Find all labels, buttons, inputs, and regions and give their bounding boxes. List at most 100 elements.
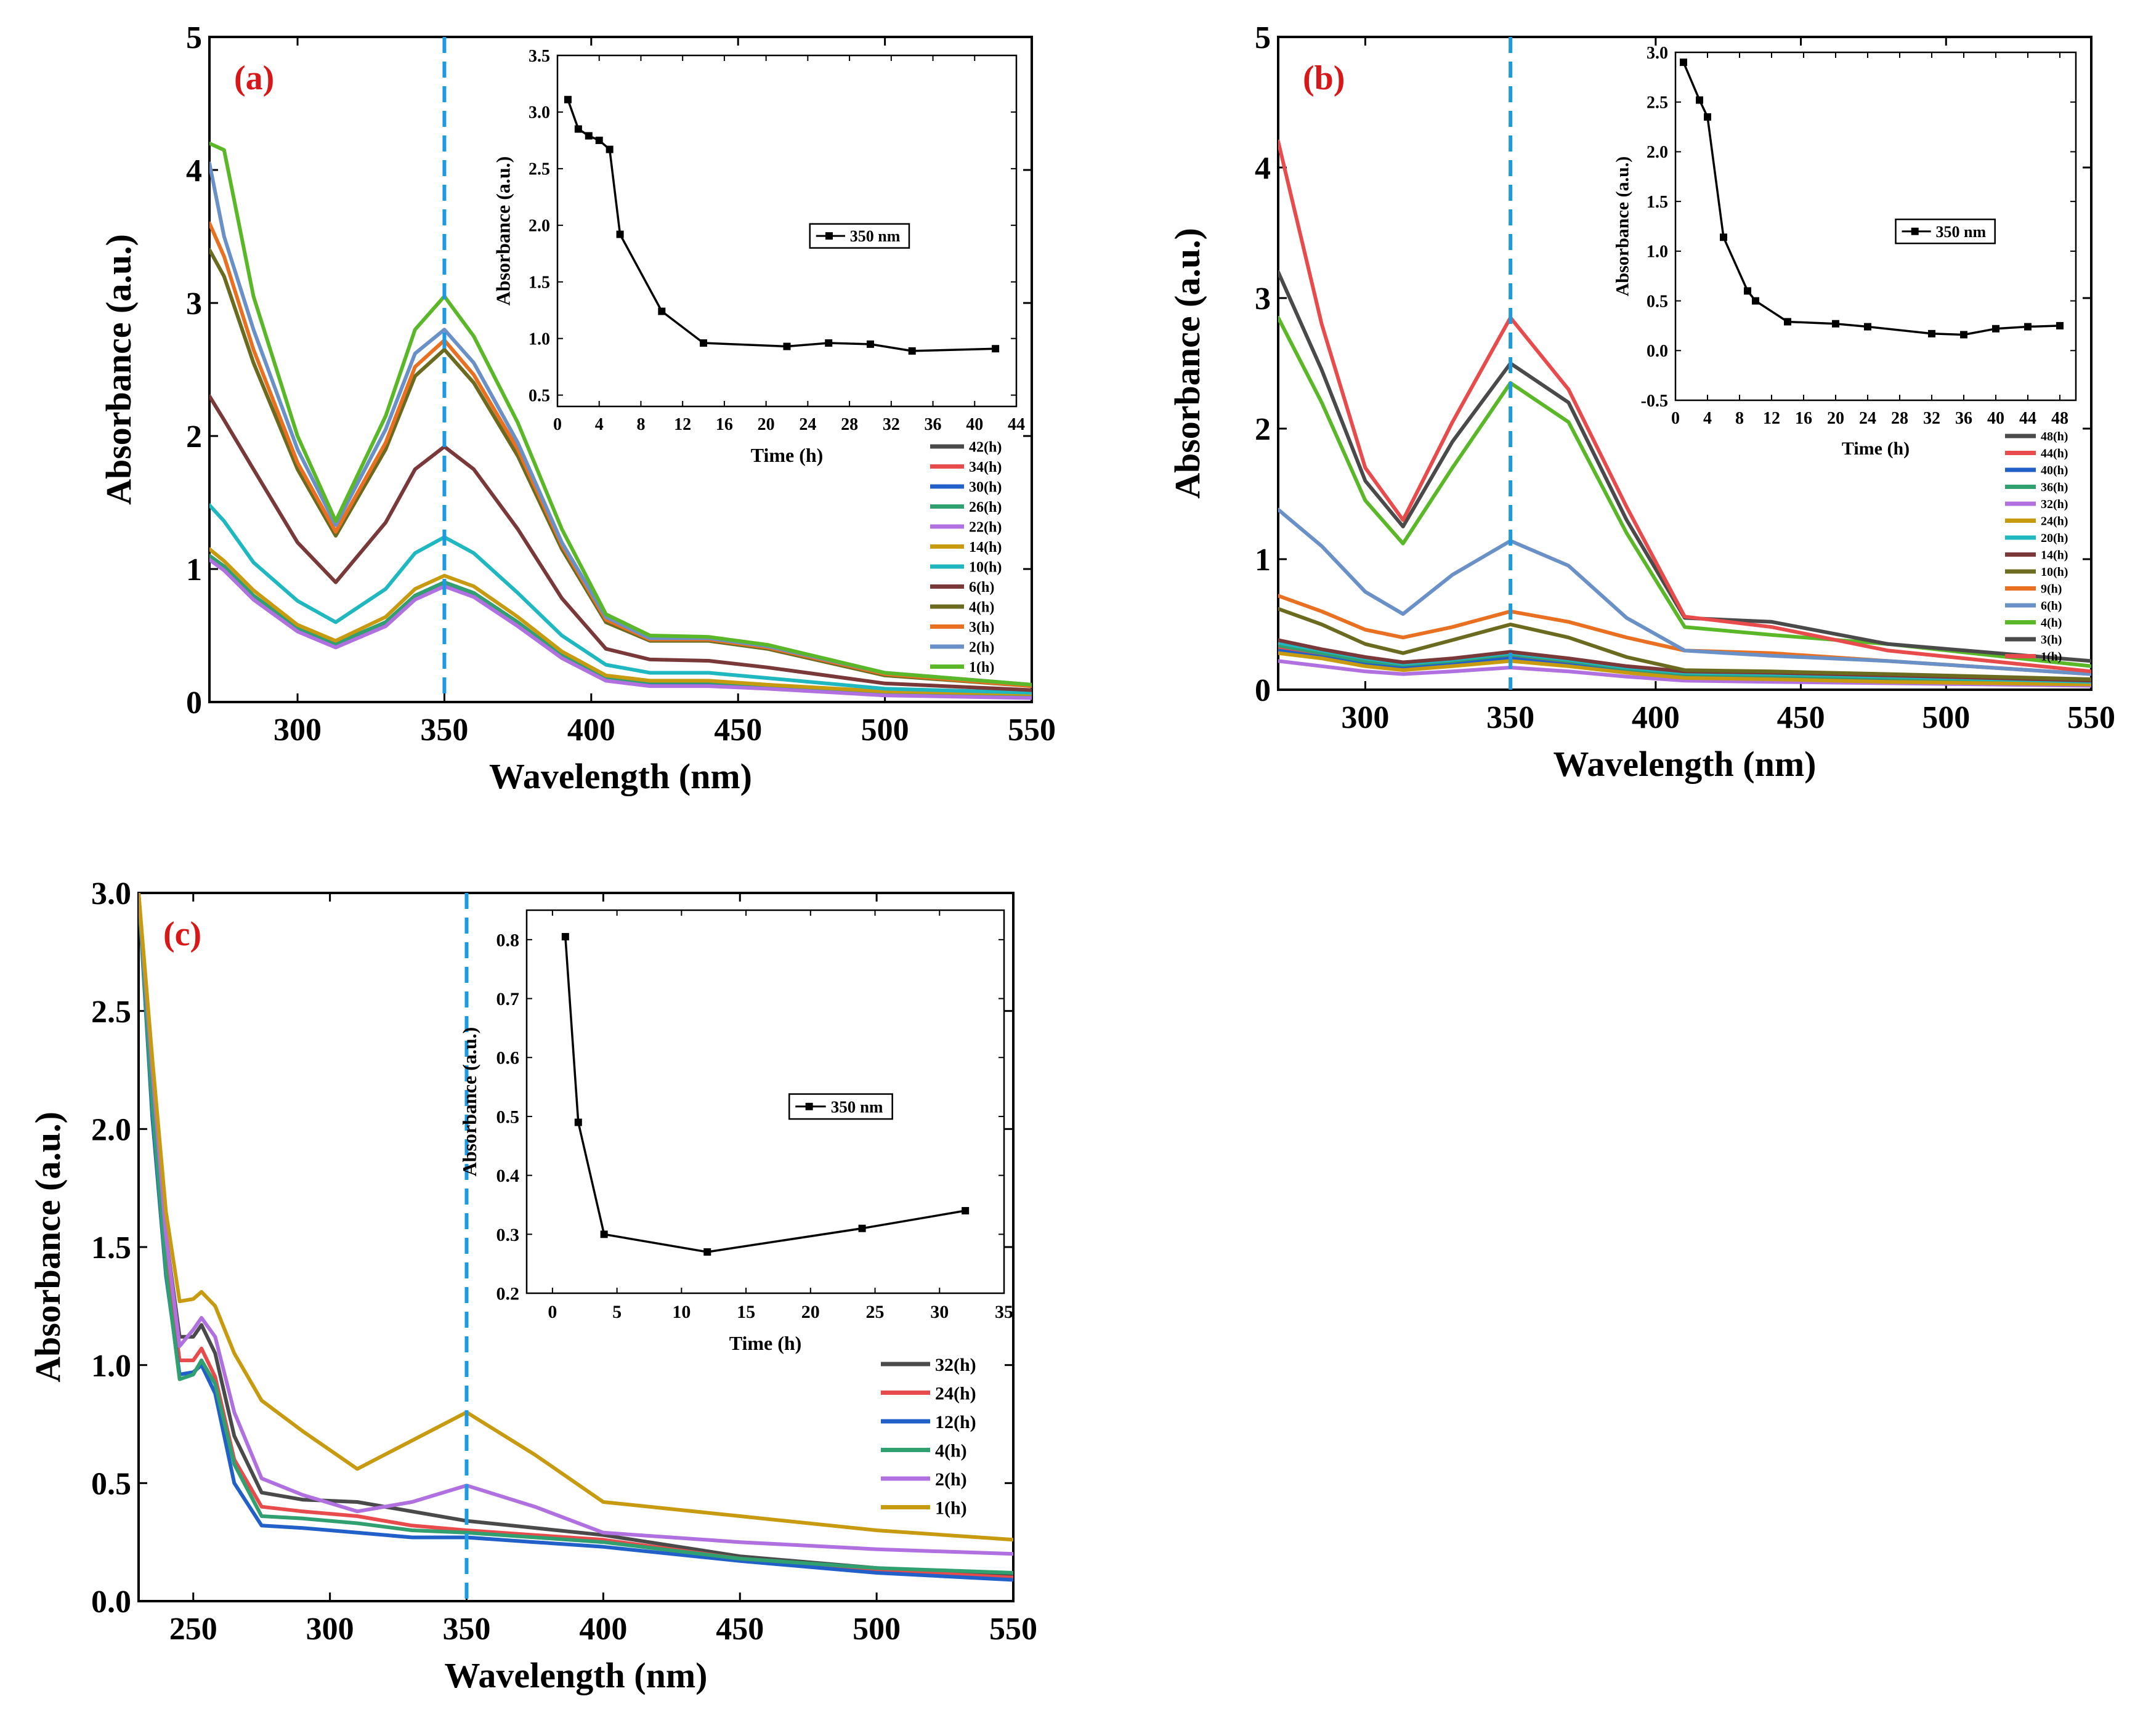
panel-a-ytick-label: 3	[186, 286, 202, 321]
panel-b-inset-point	[2056, 321, 2064, 329]
panel-b-xtick-label: 550	[2067, 700, 2115, 735]
panel-a-legend-label: 26(h)	[969, 499, 1002, 515]
panel-b-inset-xtick-label: 12	[1763, 409, 1780, 428]
panel-c-legend-label: 1(h)	[935, 1498, 967, 1518]
panel-a-inset-xtick-label: 24	[799, 415, 816, 434]
panel-c-inset-point	[962, 1207, 970, 1215]
panel-c-inset-xtick-label: 5	[612, 1302, 622, 1322]
panel-a-xtick-label: 550	[1008, 713, 1056, 748]
panel-a-inset-ytick-label: 2.5	[529, 160, 550, 179]
panel-b-ytick-label: 5	[1255, 20, 1271, 55]
panel-a-inset-point	[595, 136, 603, 144]
panel-b-inset-xtick-label: 20	[1827, 409, 1844, 428]
panel-a-label: (a)	[234, 59, 274, 97]
panel-b-inset-xtick-label: 24	[1859, 409, 1876, 428]
panel-a-ytick-label: 2	[186, 419, 202, 454]
panel-a-inset-xtick-label: 40	[966, 415, 983, 434]
panel-a-legend-label: 2(h)	[969, 640, 994, 656]
panel-c-inset-point	[574, 1118, 582, 1126]
panel-a-inset-xlabel: Time (h)	[751, 444, 824, 466]
panel-b-inset-xtick-label: 4	[1703, 409, 1712, 428]
panel-b-inset-point	[1864, 323, 1871, 331]
panel-c-ytick-label: 0.5	[91, 1467, 131, 1502]
panel-c-inset-xtick-label: 15	[737, 1302, 755, 1322]
panel-b-inset-xtick-label: 48	[2051, 409, 2068, 428]
panel-b-xtick-label: 300	[1341, 700, 1389, 735]
panel-a-inset-point	[658, 307, 666, 315]
panel-c-legend-label: 24(h)	[935, 1383, 976, 1403]
panel-b-inset-point	[1680, 59, 1687, 67]
panel-c-inset-ytick-label: 0.8	[496, 930, 520, 950]
panel-a-inset-point	[992, 345, 1000, 353]
panel-b-inset-point	[1752, 297, 1759, 305]
panel-a-series-1h	[209, 141, 1032, 687]
panel-a-inset-point	[585, 132, 593, 140]
panel-c-inset-ytick-label: 0.5	[496, 1107, 520, 1127]
panel-a-inset-point	[616, 230, 624, 238]
panel-a-inset-ytick-label: 0.5	[529, 386, 550, 405]
panel-b-legend-label: 40(h)	[2041, 464, 2068, 477]
panel-b-inset-xtick-label: 8	[1735, 409, 1744, 428]
panel-b-inset-ytick-label: 1.5	[1647, 193, 1668, 212]
panel-a-ytick-label: 4	[186, 153, 202, 188]
panel-b-inset-point	[1696, 96, 1703, 104]
panel-c-inset-ylabel: Absorbance (a.u.)	[458, 1027, 480, 1177]
panel-c-inset-xtick-label: 0	[548, 1302, 557, 1322]
panel-b-inset-point	[2024, 323, 2032, 331]
panel-a-inset-xtick-label: 16	[716, 415, 733, 434]
panel-a-xtick-label: 400	[567, 713, 615, 748]
panel-b-legend-label: 3(h)	[2041, 633, 2062, 647]
panel-a-legend-label: 34(h)	[969, 459, 1002, 475]
panel-a-legend-label: 3(h)	[969, 620, 994, 636]
panel-c-label: (c)	[163, 915, 201, 953]
panel-b-series-9h	[1278, 594, 2091, 676]
panel-b-series-6h	[1278, 507, 2091, 676]
panel-c-ytick-label: 2.0	[91, 1113, 131, 1148]
panel-a-inset-point	[606, 145, 614, 153]
panel-a-inset-xtick-label: 12	[674, 415, 691, 434]
panel-b-series-1h	[1278, 139, 2091, 674]
panel-c-legend: 32(h) 24(h) 12(h) 4(h) 2(h) 1(h)	[881, 1355, 976, 1518]
panel-a-xtick-label: 500	[861, 713, 909, 748]
panel-c-xtick-label: 500	[853, 1612, 901, 1647]
panel-c-inset-ytick-label: 0.3	[496, 1225, 520, 1245]
panel-b-inset-point	[1992, 325, 1999, 333]
panel-b-inset-xtick-label: 28	[1891, 409, 1908, 428]
panel-b-series-10h	[1278, 607, 2091, 681]
panel-b-ytick-label: 0	[1255, 673, 1271, 708]
panel-c-ytick-label: 2.5	[91, 995, 131, 1030]
panel-a-legend-label: 22(h)	[969, 520, 1002, 536]
panel-b-inset-ytick-label: -0.5	[1641, 392, 1668, 411]
panel-a-ytick-label: 1	[186, 552, 202, 587]
panel-c-legend-label: 12(h)	[935, 1412, 976, 1432]
panel-c-inset-ytick-label: 0.2	[496, 1284, 520, 1304]
panel-c-ylabel: Absorbance (a.u.)	[28, 1112, 68, 1383]
panel-b-inset-ytick-label: 2.0	[1647, 143, 1668, 162]
panel-a-series-10h	[209, 503, 1032, 695]
panel-c: 250 300 350 400 450 500 5500.00.51.01.52.02.53…	[28, 876, 1037, 1695]
panel-c-inset-xtick-label: 10	[672, 1302, 691, 1322]
panel-a-inset-xtick-label: 28	[841, 415, 858, 434]
panel-a-inset-point	[564, 95, 572, 103]
panel-c-series-group	[139, 893, 1013, 1582]
panel-a-inset-ytick-label: 1.0	[529, 329, 550, 349]
panel-c-inset-point	[600, 1230, 608, 1238]
panel-a-inset-xtick-label: 0	[553, 415, 562, 434]
panel-b-inset-ytick-label: 0.0	[1647, 342, 1668, 361]
panel-b-legend-label: 4(h)	[2041, 616, 2062, 630]
panel-b-inset-legend-label: 350 nm	[1936, 223, 1987, 241]
panel-c-xtick-label: 450	[716, 1612, 764, 1647]
panel-a-legend-label: 42(h)	[969, 440, 1002, 456]
panel-a-legend-label: 30(h)	[969, 480, 1002, 496]
panel-c-ytick-label: 1.0	[91, 1349, 131, 1384]
panel-a-xtick-label: 300	[273, 713, 322, 748]
panel-a-legend-label: 1(h)	[969, 660, 994, 676]
panel-a-ytick-label: 5	[186, 20, 202, 55]
panel-b-label: (b)	[1303, 59, 1345, 97]
panel-c-inset-xtick-label: 20	[801, 1302, 820, 1322]
panel-b-inset-xtick-label: 16	[1795, 409, 1812, 428]
panel-a-inset-ytick-label: 2.0	[529, 217, 550, 236]
panel-b-inset: 0 4 8 12 16 20 24 28 32 36 40 44 48-0.50.00.51.01.52…	[1612, 44, 2077, 459]
